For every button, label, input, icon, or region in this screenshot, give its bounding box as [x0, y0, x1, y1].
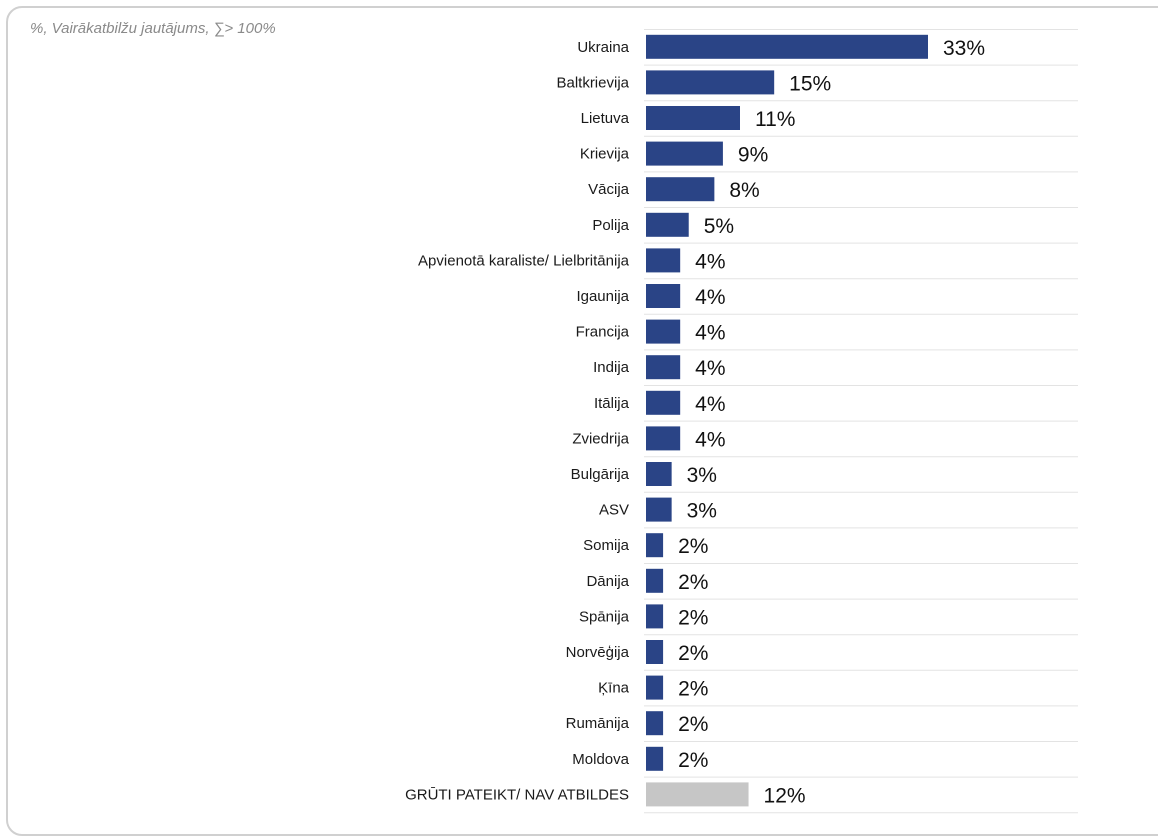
- value-label: 2%: [678, 571, 708, 594]
- bar: [646, 212, 689, 237]
- bar: [646, 284, 681, 308]
- value-label: 8%: [729, 179, 759, 202]
- category-label: Moldova: [572, 751, 629, 768]
- bar: [646, 711, 664, 736]
- value-label: 4%: [695, 250, 725, 273]
- chart-subtitle: %, Vairākatbilžu jautājums, ∑> 100%: [30, 20, 276, 37]
- value-label: 3%: [687, 500, 717, 523]
- category-label: Apvienotā karaliste/ Lielbritānija: [418, 252, 630, 269]
- value-label: 11%: [755, 108, 795, 131]
- bar: [646, 319, 681, 344]
- value-label: 2%: [678, 713, 708, 736]
- category-label: GRŪTI PATEIKT/ NAV ATBILDES: [405, 786, 629, 803]
- category-label: Lietuva: [581, 110, 630, 127]
- bar: [646, 390, 681, 415]
- value-label: 5%: [704, 215, 734, 238]
- category-label: Norvēģija: [566, 644, 630, 661]
- value-label: 33%: [943, 37, 985, 60]
- value-label: 4%: [695, 428, 725, 451]
- category-label: Igaunija: [576, 288, 629, 305]
- category-label: Rumānija: [566, 715, 630, 732]
- value-label: 2%: [678, 606, 708, 629]
- bar: [646, 426, 681, 451]
- value-label: 9%: [738, 144, 768, 167]
- value-label: 12%: [764, 784, 806, 807]
- category-label: Dānija: [586, 573, 629, 590]
- value-label: 4%: [695, 357, 725, 380]
- value-label: 4%: [695, 322, 725, 345]
- category-label: Somija: [583, 537, 630, 554]
- value-label: 2%: [678, 535, 708, 558]
- value-label: 3%: [687, 464, 717, 487]
- category-label: Ķīna: [598, 680, 630, 697]
- value-label: 15%: [789, 72, 831, 95]
- bar: [646, 462, 672, 486]
- bar: [646, 177, 715, 202]
- bar: [646, 533, 664, 558]
- category-label: Vācija: [588, 181, 630, 198]
- category-label: Ukraina: [577, 39, 629, 56]
- value-label: 2%: [678, 642, 708, 665]
- category-label: Krievija: [580, 146, 630, 163]
- category-label: Francija: [576, 324, 630, 341]
- bar: [646, 70, 775, 95]
- bar: [646, 34, 928, 59]
- bar: [646, 746, 664, 771]
- value-label: 2%: [678, 678, 708, 701]
- category-label: Itālija: [594, 395, 630, 412]
- category-label: Baltkrievija: [556, 74, 629, 91]
- category-label: Bulgārija: [571, 466, 630, 483]
- bar: [646, 141, 723, 166]
- category-label: Zviedrija: [572, 430, 629, 447]
- bar: [646, 248, 681, 273]
- value-label: 4%: [695, 286, 725, 309]
- bar: [646, 355, 681, 380]
- category-label: Indija: [593, 359, 630, 376]
- category-label: Spānija: [579, 608, 630, 625]
- bar: [646, 604, 664, 629]
- bar: [646, 106, 740, 130]
- category-label: ASV: [599, 502, 629, 519]
- bar: [646, 568, 664, 593]
- value-label: 4%: [695, 393, 725, 416]
- bar: [646, 675, 664, 700]
- value-label: 2%: [678, 749, 708, 772]
- bar: [646, 782, 749, 807]
- bar: [646, 497, 672, 522]
- category-label: Polija: [592, 217, 629, 234]
- bar: [646, 640, 664, 664]
